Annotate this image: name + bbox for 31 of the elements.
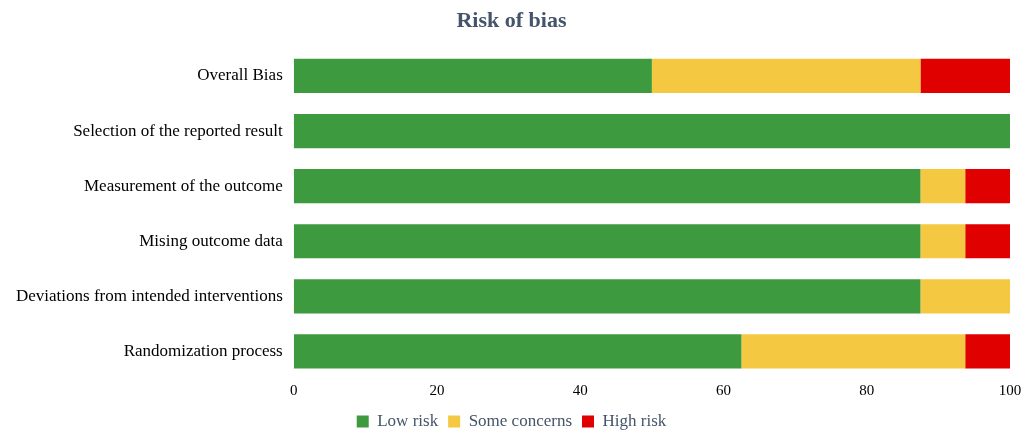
y-tick-label: Deviations from intended interventions	[16, 285, 283, 305]
bar	[920, 224, 966, 259]
bar	[920, 279, 1010, 314]
legend-label: High risk	[602, 410, 667, 430]
bar	[293, 334, 742, 369]
bar	[741, 334, 966, 369]
chart-title: Risk of bias	[456, 6, 567, 32]
bar	[965, 334, 1010, 369]
bar	[293, 224, 921, 259]
bar	[920, 169, 966, 204]
bar	[651, 58, 921, 94]
y-tick-label: Selection of the reported result	[73, 120, 284, 140]
bar	[293, 113, 1010, 149]
x-tick-label: 0	[290, 381, 298, 398]
legend-label: Low risk	[377, 410, 439, 430]
bar	[920, 58, 1010, 94]
x-tick-label: 60	[716, 381, 731, 398]
legend-label: Some concerns	[468, 410, 573, 430]
x-tick-label: 80	[859, 381, 875, 398]
y-tick-label: Overall Bias	[197, 65, 283, 85]
bar	[965, 169, 1010, 204]
bar	[293, 169, 921, 204]
y-tick-label: Measurement of the outcome	[84, 175, 283, 195]
bar	[293, 279, 921, 314]
bar	[965, 224, 1010, 259]
y-tick-label: Mising outcome data	[139, 230, 284, 250]
x-tick-label: 100	[998, 381, 1022, 398]
x-tick-label: 40	[572, 381, 588, 398]
bar	[293, 58, 652, 94]
x-tick-label: 20	[429, 381, 445, 398]
y-tick-label: Randomization process	[123, 340, 283, 360]
